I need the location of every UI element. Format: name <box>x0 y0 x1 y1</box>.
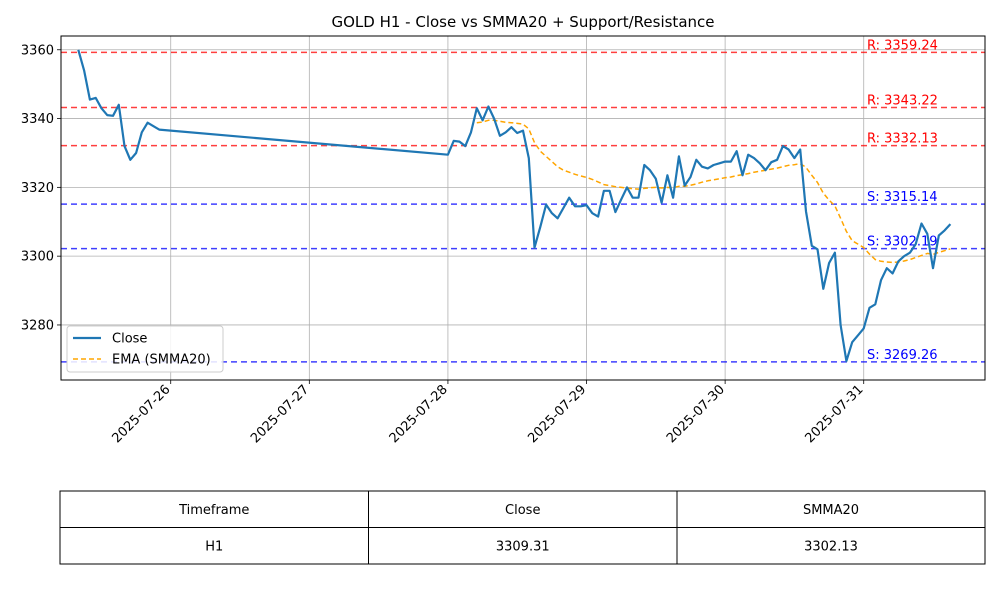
x-axis: 2025-07-26 2025-07-27 2025-07-28 2025-07-29… <box>110 380 867 446</box>
table-header-cell <box>368 490 678 528</box>
y-axis: 3280 3300 3320 3340 3360 <box>21 43 61 333</box>
x-tick-label: 2025-07-30 <box>664 382 728 446</box>
chart-title: GOLD H1 - Close vs SMMA20 + Support/Resi… <box>331 13 714 31</box>
y-tick-label: 3320 <box>21 181 54 196</box>
table-header-text: Timeframe <box>178 503 249 518</box>
support-label: S: 3269.26 <box>867 348 938 363</box>
y-tick-label: 3340 <box>21 112 54 127</box>
legend: Close EMA (SMMA20) <box>66 325 224 373</box>
resistance-label: R: 3332.13 <box>867 132 938 147</box>
table-cell <box>59 527 369 565</box>
x-tick-label: 2025-07-28 <box>387 382 451 446</box>
table-cell-text: 3302.13 <box>804 539 858 554</box>
x-tick-label: 2025-07-29 <box>525 382 589 446</box>
levels-layer: R: 3359.24 R: 3343.22 R: 3332.13 S: 3315.14… <box>61 38 985 363</box>
resistance-label: R: 3343.22 <box>867 93 938 108</box>
y-tick-label: 3280 <box>21 318 54 333</box>
support-label: S: 3315.14 <box>867 190 938 205</box>
legend-close-label: Close <box>112 332 147 347</box>
grid-layer <box>61 36 985 380</box>
smma-series-line <box>476 119 951 264</box>
close-series-line <box>77 49 952 363</box>
table-cell <box>676 527 986 565</box>
resistance-label: R: 3359.24 <box>867 38 938 53</box>
table-cell <box>368 527 678 565</box>
x-tick-label: 2025-07-26 <box>110 382 174 446</box>
table-header-text: Close <box>505 503 540 518</box>
table-cell-text: H1 <box>205 539 223 554</box>
table-header-cell <box>59 490 369 528</box>
y-tick-label: 3300 <box>21 250 54 265</box>
summary-table: Timeframe Close SMMA20 H1 3309.31 3302.13 <box>59 490 986 565</box>
legend-smma-label: EMA (SMMA20) <box>112 353 211 368</box>
x-tick-label: 2025-07-31 <box>803 382 867 446</box>
table-header-text: SMMA20 <box>803 503 859 518</box>
series-layer <box>77 49 952 363</box>
table-cell-text: 3309.31 <box>496 539 550 554</box>
legend-box <box>66 325 224 373</box>
x-tick-label: 2025-07-27 <box>248 382 312 446</box>
table-header-cell <box>676 490 986 528</box>
y-tick-label: 3360 <box>21 43 54 58</box>
plot-frame <box>60 35 986 381</box>
support-label: S: 3302.19 <box>867 235 938 250</box>
